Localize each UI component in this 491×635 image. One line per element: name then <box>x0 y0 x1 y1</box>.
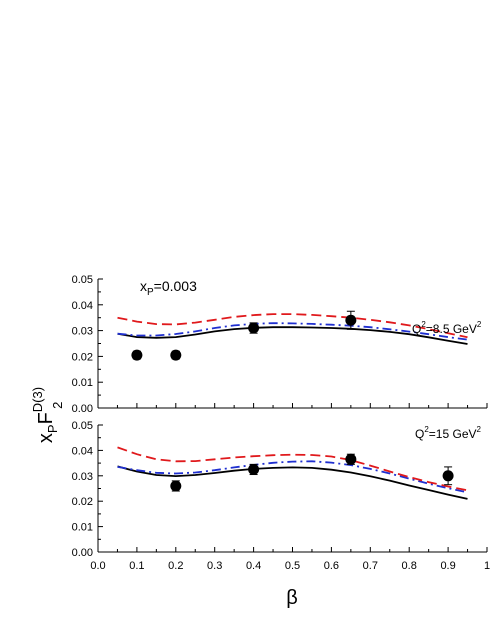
solid-curve <box>117 326 468 345</box>
solid-curve <box>117 465 468 500</box>
dashed-curve <box>117 313 468 339</box>
y-tick-label: 0.03 <box>72 326 93 338</box>
y-tick-label: 0.01 <box>72 522 93 534</box>
y-tick-label: 0.00 <box>72 403 93 415</box>
x-tick-label: 0.7 <box>363 560 378 572</box>
dashdot-curve <box>117 460 468 494</box>
x-tick-label: 0.9 <box>440 560 455 572</box>
x-tick-label: 0.2 <box>168 560 183 572</box>
y-tick-label: 0.04 <box>72 445 93 457</box>
x-tick-label: 0.0 <box>90 560 105 572</box>
data-point <box>131 349 143 361</box>
x-tick-label: 0.8 <box>402 560 417 572</box>
data-point <box>170 480 182 492</box>
y-tick-label: 0.00 <box>72 547 93 559</box>
x-tick-label: 0.6 <box>324 560 339 572</box>
q2-annotation-bottom: Q2=15 GeV2 <box>415 425 482 441</box>
data-point <box>248 463 260 475</box>
x-axis-label: β <box>286 587 298 609</box>
x-tick-label: 0.3 <box>207 560 222 572</box>
x-tick-label: 0.4 <box>246 560 261 572</box>
x-tick-label: 0.1 <box>129 560 144 572</box>
x-tick-label: 1 <box>484 560 490 572</box>
data-point <box>170 349 182 361</box>
y-tick-label: 0.05 <box>72 274 93 286</box>
dashdot-curve <box>117 322 468 341</box>
data-point <box>345 314 357 326</box>
bottom-panel: 0.00 0.01 0.02 0.03 0.04 0.05 0.0 0.1 0.2 0.3 0.4 0… <box>72 420 490 572</box>
xp-annotation: xP=0.003 <box>140 278 197 298</box>
x-tick-label: 0.5 <box>285 560 300 572</box>
y-tick-label: 0.04 <box>72 300 93 312</box>
y-tick-label: 0.03 <box>72 471 93 483</box>
data-point <box>248 322 260 334</box>
y-tick-label: 0.01 <box>72 377 93 389</box>
y-tick-label: 0.05 <box>72 420 93 432</box>
q2-annotation-top: Q2=8.5 GeV2 <box>412 320 482 336</box>
y-tick-label: 0.02 <box>72 351 93 363</box>
y-axis-label: xPFD(3) 2 <box>30 387 65 443</box>
y-tick-label: 0.02 <box>72 496 93 508</box>
top-panel: 0.00 0.01 0.02 0.03 0.04 0.05 <box>72 274 488 415</box>
dashed-curve <box>117 446 468 492</box>
data-point <box>345 453 357 465</box>
data-point <box>442 470 454 482</box>
